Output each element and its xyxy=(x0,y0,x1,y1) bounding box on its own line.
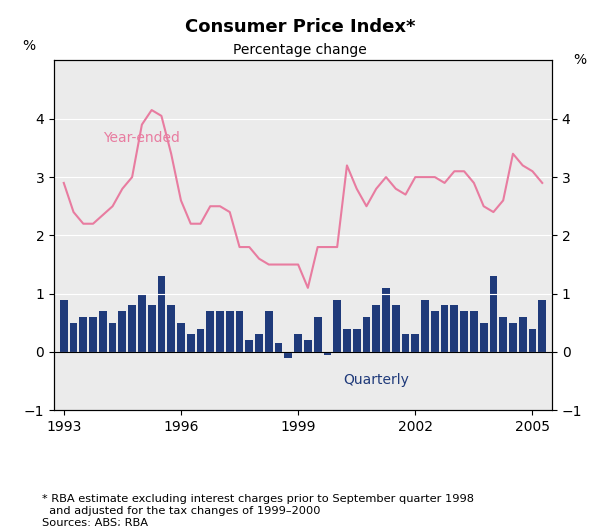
Bar xyxy=(167,305,175,352)
Bar xyxy=(509,323,517,352)
Bar xyxy=(470,311,478,352)
Bar xyxy=(70,323,77,352)
Bar xyxy=(118,311,126,352)
Bar xyxy=(275,343,283,352)
Text: Quarterly: Quarterly xyxy=(343,373,409,387)
Bar xyxy=(245,340,253,352)
Bar xyxy=(382,288,390,352)
Y-axis label: %: % xyxy=(573,54,586,67)
Bar xyxy=(138,294,146,352)
Bar xyxy=(158,276,166,352)
Bar xyxy=(323,352,331,355)
Bar xyxy=(314,317,322,352)
Bar xyxy=(440,305,448,352)
Bar xyxy=(412,335,419,352)
Bar xyxy=(206,311,214,352)
Text: Percentage change: Percentage change xyxy=(233,43,367,57)
Bar xyxy=(148,305,155,352)
Bar xyxy=(499,317,507,352)
Bar xyxy=(187,335,194,352)
Bar xyxy=(89,317,97,352)
Y-axis label: %: % xyxy=(23,39,35,54)
Text: * RBA estimate excluding interest charges prior to September quarter 1998
  and : * RBA estimate excluding interest charge… xyxy=(42,494,474,526)
Bar xyxy=(401,335,409,352)
Bar xyxy=(79,317,87,352)
Bar xyxy=(529,329,536,352)
Bar xyxy=(255,335,263,352)
Text: Year-ended: Year-ended xyxy=(103,131,179,145)
Bar xyxy=(265,311,273,352)
Bar xyxy=(236,311,244,352)
Bar xyxy=(519,317,527,352)
Bar xyxy=(392,305,400,352)
Bar xyxy=(99,311,107,352)
Bar xyxy=(333,299,341,352)
Bar xyxy=(197,329,205,352)
Bar xyxy=(460,311,468,352)
Bar xyxy=(226,311,233,352)
Bar xyxy=(421,299,429,352)
Bar xyxy=(128,305,136,352)
Bar xyxy=(490,276,497,352)
Bar xyxy=(177,323,185,352)
Bar xyxy=(431,311,439,352)
Bar xyxy=(60,299,68,352)
Bar xyxy=(294,335,302,352)
Text: Consumer Price Index*: Consumer Price Index* xyxy=(185,18,415,36)
Bar xyxy=(284,352,292,358)
Bar xyxy=(373,305,380,352)
Bar xyxy=(216,311,224,352)
Bar xyxy=(304,340,312,352)
Bar xyxy=(109,323,116,352)
Bar xyxy=(480,323,488,352)
Bar xyxy=(362,317,370,352)
Bar xyxy=(353,329,361,352)
Bar xyxy=(538,299,546,352)
Bar xyxy=(343,329,351,352)
Bar xyxy=(451,305,458,352)
